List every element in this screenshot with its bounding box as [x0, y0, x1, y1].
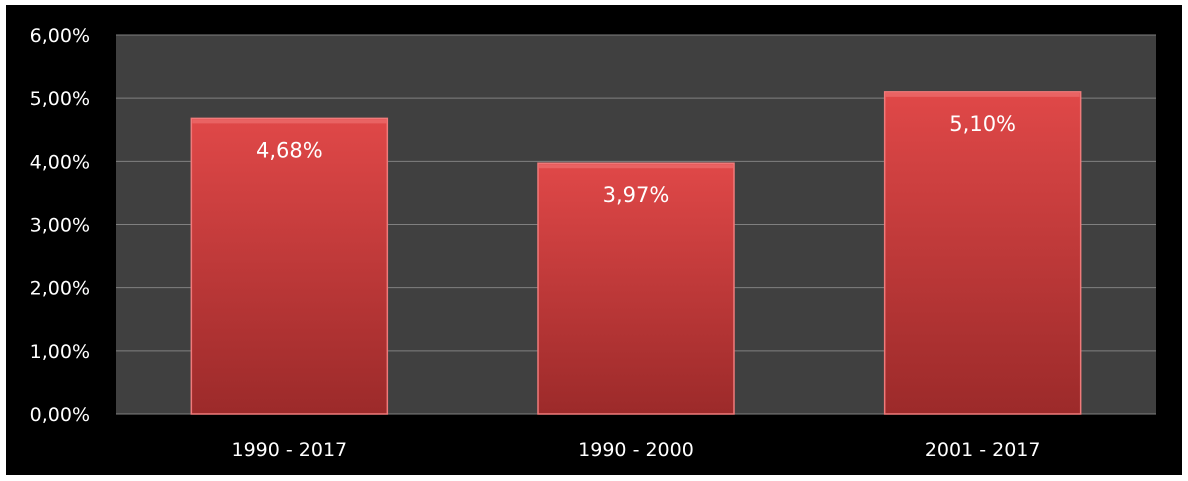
- y-tick-label: 5,00%: [30, 88, 90, 110]
- chart-frame: 0,00% 1,00% 2,00% 3,00% 4,00% 5,00% 6,00% 4,68…: [6, 5, 1182, 475]
- bar: [537, 162, 735, 415]
- y-tick-label: 3,00%: [30, 215, 90, 237]
- x-axis-ticks: 1990 - 2017 1990 - 2000 2001 - 2017: [232, 439, 1041, 461]
- bar: [190, 117, 389, 415]
- data-labels: 4,68% 3,97% 5,10%: [256, 112, 1016, 207]
- bars: [190, 91, 1082, 415]
- bar-chart: 0,00% 1,00% 2,00% 3,00% 4,00% 5,00% 6,00% 4,68…: [30, 25, 1156, 461]
- data-label: 3,97%: [603, 183, 670, 207]
- bar-highlight: [885, 92, 1080, 97]
- y-tick-label: 1,00%: [30, 341, 90, 363]
- y-tick-label: 6,00%: [30, 25, 90, 47]
- x-tick-label: 1990 - 2017: [232, 439, 348, 461]
- y-tick-label: 0,00%: [30, 404, 90, 426]
- bar: [883, 91, 1082, 415]
- bar-highlight: [539, 164, 733, 169]
- data-label: 5,10%: [949, 112, 1016, 136]
- y-axis-ticks: 0,00% 1,00% 2,00% 3,00% 4,00% 5,00% 6,00%: [30, 25, 90, 426]
- x-tick-label: 2001 - 2017: [925, 439, 1041, 461]
- y-tick-label: 4,00%: [30, 151, 90, 173]
- y-tick-label: 2,00%: [30, 278, 90, 300]
- x-tick-label: 1990 - 2000: [578, 439, 694, 461]
- bar-highlight: [192, 119, 387, 124]
- data-label: 4,68%: [256, 138, 323, 162]
